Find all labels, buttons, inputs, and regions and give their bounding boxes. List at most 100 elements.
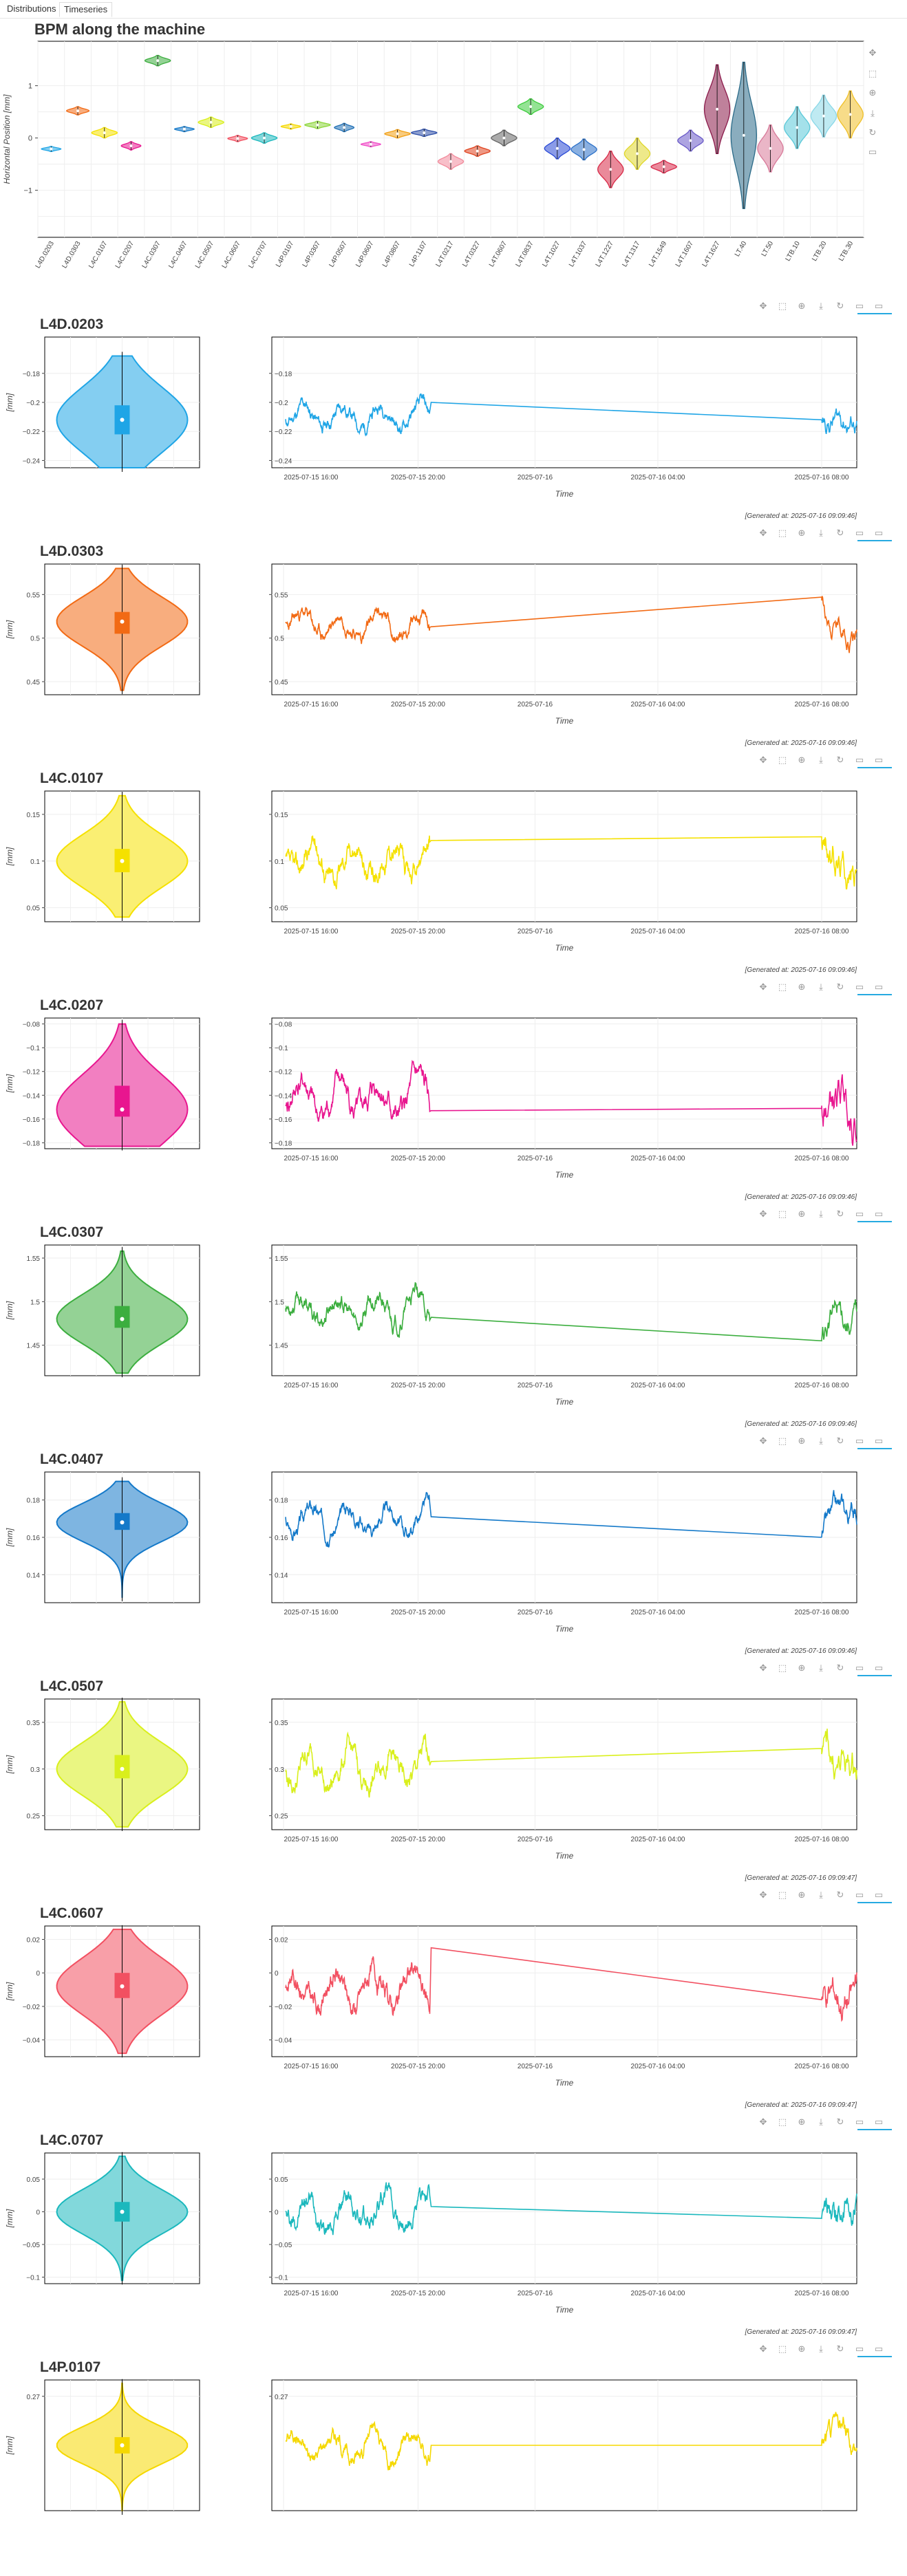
violin-L4C.0207[interactable]	[120, 141, 142, 151]
box-zoom-icon[interactable]: ⬚	[778, 1663, 787, 1673]
pan-icon[interactable]: ✥	[759, 2344, 767, 2354]
reset-icon[interactable]: ↻	[836, 982, 844, 992]
wheel-zoom-icon[interactable]: ⊕	[798, 528, 806, 538]
violin-LTB.10[interactable]	[783, 106, 811, 149]
timeseries-line[interactable]	[285, 1490, 857, 1548]
reset-icon[interactable]: ↻	[836, 528, 844, 538]
crosshair-icon[interactable]: ▭	[874, 982, 884, 992]
timeseries-line[interactable]	[285, 2182, 857, 2236]
timeseries-line[interactable]	[285, 1282, 857, 1342]
box-zoom-icon[interactable]: ⬚	[778, 2344, 787, 2354]
box-zoom-icon[interactable]: ⬚	[778, 755, 787, 765]
violin-LT.50[interactable]	[757, 124, 784, 173]
crosshair-icon[interactable]: ▭	[874, 301, 884, 311]
violin-L4C.0607[interactable]	[227, 135, 248, 142]
save-icon[interactable]: ⤓	[819, 982, 823, 992]
box-zoom-icon[interactable]: ⬚	[778, 301, 787, 311]
violin-L4C.0307[interactable]	[144, 54, 171, 67]
violin-L4T.0607[interactable]	[491, 129, 517, 147]
violin-L4T.1627[interactable]	[703, 64, 731, 155]
pan-icon[interactable]: ✥	[759, 1890, 767, 1900]
violin-L4T.1607[interactable]	[677, 129, 704, 152]
timeseries-line[interactable]	[285, 1947, 857, 2022]
violin-L4D.0303[interactable]	[65, 106, 90, 116]
timeseries-line[interactable]	[285, 393, 857, 437]
save-icon[interactable]: ⤓	[819, 2117, 823, 2127]
reset-icon[interactable]: ↻	[836, 301, 844, 311]
wheel-zoom-icon[interactable]: ⊕	[798, 1663, 806, 1673]
crosshair-icon[interactable]: ▭	[874, 528, 884, 538]
box-zoom-icon[interactable]: ⬚	[778, 528, 787, 538]
wheel-zoom-icon[interactable]: ⊕	[798, 1209, 806, 1219]
box-zoom-icon[interactable]: ⬚	[778, 982, 787, 992]
violin-L4T.1027[interactable]	[544, 137, 571, 160]
save-icon[interactable]: ⤓	[819, 1663, 823, 1673]
violin-LTB.30[interactable]	[837, 90, 864, 139]
tab-distributions[interactable]: Distributions	[7, 3, 56, 14]
crosshair-icon[interactable]: ▭	[874, 1890, 884, 1900]
hover-icon[interactable]: ▭	[855, 2344, 864, 2354]
pan-icon[interactable]: ✥	[759, 1209, 767, 1219]
reset-icon[interactable]: ↻	[836, 1663, 844, 1673]
hover-icon[interactable]: ▭	[855, 1436, 864, 1446]
box-zoom-icon[interactable]: ⬚	[778, 1436, 787, 1446]
violin-L4D.0203[interactable]	[41, 146, 62, 153]
timeseries-line[interactable]	[285, 1059, 857, 1146]
hover-icon[interactable]: ▭	[868, 147, 877, 157]
save-icon[interactable]: ⤓	[819, 755, 823, 765]
wheel-zoom-icon[interactable]: ⊕	[798, 1890, 806, 1900]
crosshair-icon[interactable]: ▭	[874, 755, 884, 765]
wheel-zoom-icon[interactable]: ⊕	[868, 87, 877, 98]
reset-icon[interactable]: ↻	[836, 1209, 844, 1219]
box-zoom-icon[interactable]: ⬚	[778, 2117, 787, 2127]
violin-L4P.0307[interactable]	[304, 120, 331, 129]
reset-icon[interactable]: ↻	[836, 755, 844, 765]
save-icon[interactable]: ⤓	[819, 1436, 823, 1446]
box-zoom-icon[interactable]: ⬚	[778, 1890, 787, 1900]
violin-L4C.0707[interactable]	[250, 132, 278, 144]
wheel-zoom-icon[interactable]: ⊕	[798, 755, 806, 765]
hover-icon[interactable]: ▭	[855, 982, 864, 992]
pan-icon[interactable]: ✥	[868, 47, 877, 58]
pan-icon[interactable]: ✥	[759, 301, 767, 311]
timeseries-line[interactable]	[285, 834, 857, 889]
box-zoom-icon[interactable]: ⬚	[868, 68, 877, 78]
hover-icon[interactable]: ▭	[855, 301, 864, 311]
pan-icon[interactable]: ✥	[759, 982, 767, 992]
pan-icon[interactable]: ✥	[759, 755, 767, 765]
pan-icon[interactable]: ✥	[759, 2117, 767, 2127]
wheel-zoom-icon[interactable]: ⊕	[798, 301, 806, 311]
wheel-zoom-icon[interactable]: ⊕	[798, 982, 806, 992]
violin-LT.40[interactable]	[730, 61, 758, 209]
wheel-zoom-icon[interactable]: ⊕	[798, 2117, 806, 2127]
save-icon[interactable]: ⤓	[819, 2344, 823, 2354]
violin-L4T.1317[interactable]	[623, 137, 651, 170]
reset-icon[interactable]: ↻	[836, 2344, 844, 2354]
violin-LTB.20[interactable]	[810, 94, 837, 138]
violin-L4C.0507[interactable]	[198, 116, 224, 129]
violin-L4P.0807[interactable]	[384, 129, 411, 139]
violin-L4T.0217[interactable]	[437, 153, 465, 170]
crosshair-icon[interactable]: ▭	[874, 2344, 884, 2354]
crosshair-icon[interactable]: ▭	[874, 2117, 884, 2127]
reset-icon[interactable]: ↻	[836, 1436, 844, 1446]
violin-L4C.0107[interactable]	[91, 127, 118, 139]
violin-L4C.0407[interactable]	[173, 126, 195, 133]
reset-icon[interactable]: ↻	[836, 2117, 844, 2127]
pan-icon[interactable]: ✥	[759, 1436, 767, 1446]
pan-icon[interactable]: ✥	[759, 1663, 767, 1673]
violin-L4P.0607[interactable]	[360, 141, 382, 148]
tab-timeseries[interactable]: Timeseries	[59, 2, 113, 17]
violin-L4T.1227[interactable]	[597, 150, 624, 188]
crosshair-icon[interactable]: ▭	[874, 1209, 884, 1219]
pan-icon[interactable]: ✥	[759, 528, 767, 538]
hover-icon[interactable]: ▭	[855, 1890, 864, 1900]
save-icon[interactable]: ⤓	[819, 1890, 823, 1900]
hover-icon[interactable]: ▭	[855, 1209, 864, 1219]
box-zoom-icon[interactable]: ⬚	[778, 1209, 787, 1219]
violin-L4P.0507[interactable]	[334, 122, 355, 133]
hover-icon[interactable]: ▭	[855, 528, 864, 538]
save-icon[interactable]: ⤓	[819, 528, 823, 538]
violin-L4P.0107[interactable]	[280, 123, 301, 130]
save-icon[interactable]: ⤓	[819, 1209, 823, 1219]
